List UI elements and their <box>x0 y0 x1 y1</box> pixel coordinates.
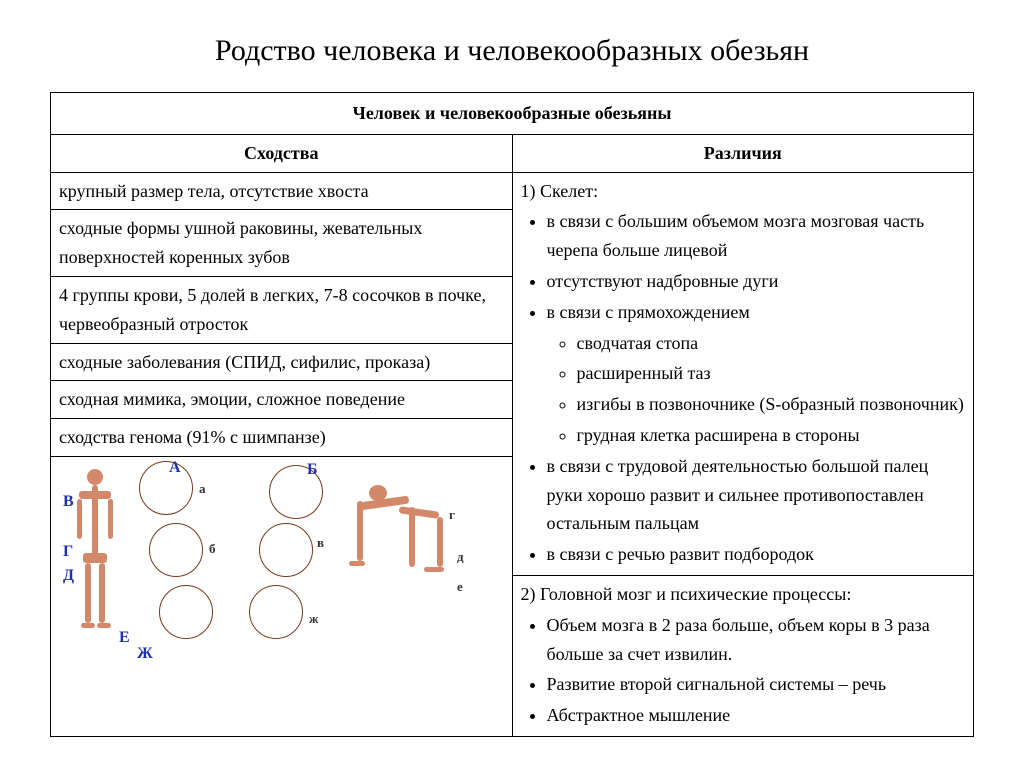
diagram-label: Ж <box>137 641 153 667</box>
diff-item: Абстрактное мышление <box>547 701 966 730</box>
diff-item: отсутствуют надбровные дуги <box>547 267 966 296</box>
diagram-label: А <box>169 455 181 481</box>
skeleton-comparison-diagram: А Б В Г Д Е Ж а б в г д е ж <box>59 461 504 661</box>
diff-section-title: 2) Головной мозг и психические процессы: <box>521 580 966 609</box>
table-header-similarities: Сходства <box>51 134 513 172</box>
detail-circle-icon <box>139 461 193 515</box>
diff-item: в связи с большим объемом мозга мозговая… <box>547 207 966 265</box>
diff-item: в связи с трудовой деятельностью большой… <box>547 452 966 538</box>
diff-subitem: грудная клетка расширена в стороны <box>577 421 966 450</box>
page-title: Родство человека и человекообразных обез… <box>50 34 974 68</box>
diagram-label: Б <box>307 457 318 483</box>
diagram-sublabel: г <box>449 505 455 526</box>
diagram-label: Г <box>63 539 73 565</box>
detail-circle-icon <box>259 523 313 577</box>
similarity-cell: крупный размер тела, отсутствие хвоста <box>51 172 513 210</box>
similarity-cell: сходства генома (91% с шимпанзе) <box>51 419 513 457</box>
diagram-sublabel: ж <box>309 609 318 630</box>
differences-skeleton-cell: 1) Скелет: в связи с большим объемом моз… <box>512 172 974 575</box>
diagram-label: Д <box>63 563 74 589</box>
similarity-cell: сходные заболевания (СПИД, сифилис, прок… <box>51 343 513 381</box>
diagram-sublabel: в <box>317 533 324 554</box>
comparison-table: Человек и человекообразные обезьяны Сход… <box>50 92 974 737</box>
table-header-differences: Различия <box>512 134 974 172</box>
diagram-sublabel: д <box>457 547 464 568</box>
diff-subitem: расширенный таз <box>577 359 966 388</box>
diagram-label: В <box>63 489 74 515</box>
table-header-main: Человек и человекообразные обезьяны <box>51 93 974 135</box>
diff-item: в связи с речью развит подбородок <box>547 540 966 569</box>
diagram-sublabel: е <box>457 577 463 598</box>
diagram-label: Е <box>119 625 130 651</box>
detail-circle-icon <box>159 585 213 639</box>
detail-circle-icon <box>249 585 303 639</box>
diff-item: Объем мозга в 2 раза больше, объем коры … <box>547 611 966 669</box>
diagram-sublabel: а <box>199 479 206 500</box>
diff-list: в связи с большим объемом мозга мозговая… <box>521 207 966 569</box>
similarity-cell: 4 группы крови, 5 долей в легких, 7-8 со… <box>51 276 513 343</box>
diff-list: Объем мозга в 2 раза больше, объем коры … <box>521 611 966 730</box>
skeleton-diagram-cell: А Б В Г Д Е Ж а б в г д е ж <box>51 456 513 736</box>
diff-sublist: сводчатая стопа расширенный таз изгибы в… <box>547 329 966 450</box>
diff-section-title: 1) Скелет: <box>521 177 966 206</box>
diff-subitem: изгибы в позвоночнике (S-образный позвон… <box>577 390 966 419</box>
differences-brain-cell: 2) Головной мозг и психические процессы:… <box>512 575 974 736</box>
diagram-sublabel: б <box>209 539 216 560</box>
similarity-cell: сходная мимика, эмоции, сложное поведени… <box>51 381 513 419</box>
diff-item: Развитие второй сигнальной системы – реч… <box>547 670 966 699</box>
diff-subitem: сводчатая стопа <box>577 329 966 358</box>
detail-circle-icon <box>149 523 203 577</box>
similarity-cell: сходные формы ушной раковины, жевательны… <box>51 210 513 277</box>
diff-item: в связи с прямохождением сводчатая стопа… <box>547 298 966 450</box>
